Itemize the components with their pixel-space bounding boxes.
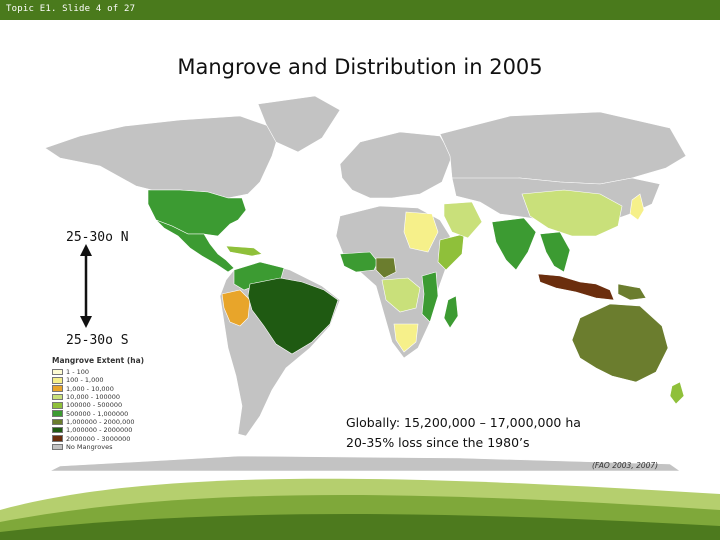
map-somalia — [437, 233, 465, 271]
footer-decoration — [0, 470, 720, 540]
map-central-africa — [381, 277, 421, 313]
map-antarctica — [49, 455, 681, 471]
legend-swatch — [52, 418, 63, 426]
map-china — [521, 189, 623, 237]
legend-item: 1,000000 - 2000,000 — [52, 418, 157, 426]
map-southern-africa — [393, 323, 419, 353]
legend-item: 1,000 - 10,000 — [52, 385, 157, 393]
latitude-south-label: 25-30o S — [66, 333, 129, 348]
map-india — [491, 217, 537, 271]
global-stats: Globally: 15,200,000 – 17,000,000 ha 20-… — [346, 413, 581, 453]
stats-line-extent: Globally: 15,200,000 – 17,000,000 ha — [346, 415, 581, 430]
legend-swatch — [52, 377, 63, 384]
world-map — [40, 86, 690, 471]
latitude-arrow-head-up — [80, 244, 92, 256]
map-europe — [339, 131, 453, 199]
legend-item: 1 - 100 — [52, 368, 157, 376]
source-citation: (FAO 2003, 2007) — [592, 461, 659, 470]
legend-swatch — [52, 368, 63, 376]
legend-label: 10,000 - 100000 — [66, 393, 121, 402]
map-caribbean — [225, 245, 263, 257]
legend-item: 10,000 - 100000 — [52, 393, 157, 401]
legend-item: 100000 - 500000 — [52, 401, 157, 409]
legend-item: 2000000 - 3000000 — [52, 434, 157, 443]
legend-swatch — [52, 443, 63, 451]
legend-swatch — [52, 426, 63, 434]
legend-label: No Mangroves — [66, 442, 113, 451]
map-russia — [439, 111, 687, 185]
map-east-africa — [421, 271, 439, 323]
legend-swatch — [52, 402, 63, 409]
map-indonesia — [537, 273, 615, 301]
header-bar: Topic E1. Slide 4 of 27 — [0, 0, 720, 20]
legend-swatch — [52, 410, 63, 417]
map-southeast-asia — [539, 231, 571, 273]
map-peru — [221, 289, 251, 327]
map-north-america — [44, 115, 281, 199]
map-new-zealand — [669, 381, 685, 405]
legend-swatch — [52, 385, 63, 392]
map-japan — [629, 193, 645, 221]
legend-label: 2000000 - 3000000 — [66, 434, 131, 443]
map-middle-east — [443, 201, 483, 239]
legend-item: No Mangroves — [52, 443, 157, 451]
legend-title: Mangrove Extent (ha) — [52, 356, 145, 365]
legend-item: 1,000000 - 2000000 — [52, 426, 157, 434]
stats-line-loss: 20-35% loss since the 1980’s — [346, 435, 530, 450]
legend-swatch — [52, 393, 63, 401]
slide-title: Mangrove and Distribution in 2005 — [177, 55, 543, 79]
latitude-arrow-head-down — [80, 316, 92, 328]
map-west-africa — [339, 251, 379, 273]
legend-label: 500000 - 1,000000 — [66, 409, 129, 418]
legend-item: 100 - 1,000 — [52, 376, 157, 384]
map-legend: Mangrove Extent (ha) 1 - 100 100 - 1,000 1… — [52, 356, 157, 451]
map-australia — [571, 303, 669, 383]
map-greenland — [257, 95, 341, 153]
map-brazil — [247, 277, 339, 355]
legend-label: 1,000000 - 2000000 — [66, 426, 133, 435]
map-sudan — [403, 211, 439, 253]
map-mexico — [155, 219, 235, 273]
legend-label: 100000 - 500000 — [66, 401, 123, 410]
legend-label: 100 - 1,000 — [66, 376, 104, 385]
map-nigeria — [375, 257, 397, 279]
legend-label: 1,000000 - 2000,000 — [66, 417, 135, 426]
map-papua — [617, 283, 647, 301]
legend-item: 500000 - 1,000000 — [52, 409, 157, 418]
legend-label: 1,000 - 10,000 — [66, 384, 114, 393]
latitude-north-label: 25-30o N — [66, 230, 129, 245]
legend-label: 1 - 100 — [66, 368, 90, 377]
map-madagascar — [443, 295, 459, 329]
slide-info: Topic E1. Slide 4 of 27 — [6, 4, 136, 14]
legend-swatch — [52, 435, 63, 442]
